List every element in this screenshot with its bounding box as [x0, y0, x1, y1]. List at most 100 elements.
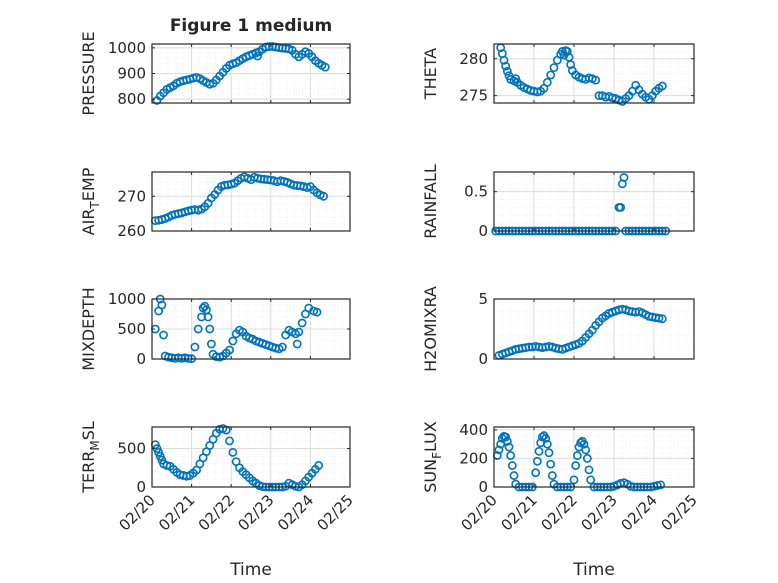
data-point	[582, 454, 592, 463]
data-point	[499, 55, 509, 65]
y-axis-label: SUNFLUX	[421, 421, 444, 493]
axes-box	[151, 426, 351, 488]
data-point	[509, 471, 519, 480]
series-theta	[496, 43, 667, 106]
data-point	[542, 439, 552, 449]
x-tick-label: 02/22	[538, 491, 581, 534]
data-point	[203, 312, 213, 322]
y-axis-label: AIRTEMP	[79, 167, 102, 235]
axes-box	[493, 298, 695, 360]
data-point	[541, 434, 551, 443]
plot-area	[494, 172, 694, 231]
axes-box	[151, 171, 351, 232]
y-axis-label: MIXDEPTH	[79, 287, 98, 370]
data-point	[569, 475, 579, 485]
y-tick-label: 0	[478, 222, 488, 240]
y-axis-label: H2OMIXRA	[421, 286, 440, 372]
subplot-air-temp: 260 270 AIRTEMP	[79, 167, 351, 240]
data-point	[501, 432, 511, 442]
y-tick-label: 0	[478, 478, 488, 496]
x-tick-label: 02/20	[116, 491, 159, 534]
data-point	[253, 51, 262, 61]
data-point	[320, 62, 330, 72]
y-axis-label: THETA	[421, 48, 440, 100]
series-air-temp	[150, 172, 328, 225]
data-point	[616, 202, 626, 212]
data-point	[494, 445, 504, 455]
y-tick-label: 500	[117, 320, 146, 338]
data-point	[502, 436, 512, 446]
y-tick-label: 1000	[108, 39, 146, 57]
data-point	[542, 77, 552, 87]
data-point	[193, 324, 203, 334]
data-point	[546, 70, 556, 80]
series-h2omixra	[494, 304, 667, 360]
subplot-h2omixra: 0 5 H2OMIXRA	[421, 286, 695, 372]
data-point	[544, 448, 554, 458]
x-tick-label: 02/21	[498, 491, 541, 534]
x-axis-label-right: Time	[572, 560, 615, 580]
data-point	[501, 61, 511, 71]
data-point	[292, 339, 302, 349]
data-point	[572, 451, 582, 460]
data-point	[619, 173, 629, 182]
figure-title: Figure 1 medium	[170, 16, 332, 36]
y-tick-label: 0.5	[464, 183, 488, 201]
data-point	[657, 314, 667, 324]
data-point	[549, 63, 559, 72]
x-tick-label: 02/23	[234, 491, 277, 534]
axes-box	[493, 171, 695, 232]
series-pressure	[152, 42, 330, 105]
data-point	[654, 313, 664, 323]
data-point	[579, 439, 589, 449]
y-tick-label: 275	[459, 87, 488, 105]
y-tick-label: 0	[478, 350, 488, 368]
data-point	[532, 456, 542, 466]
axes-box	[493, 43, 695, 104]
data-point	[502, 66, 512, 76]
data-point	[206, 339, 216, 349]
y-tick-label: 260	[117, 222, 146, 240]
data-point	[546, 459, 556, 469]
x-tick-label: 02/21	[155, 491, 198, 534]
data-point	[504, 442, 514, 452]
data-point	[225, 345, 234, 355]
data-point	[571, 461, 581, 470]
x-tick-label: 02/24	[618, 491, 661, 534]
y-tick-label: 0	[136, 350, 146, 368]
y-tick-label: 1000	[108, 290, 146, 308]
x-tick-label: 02/20	[458, 491, 501, 534]
data-point	[228, 336, 238, 346]
y-tick-label: 900	[117, 65, 146, 83]
axes-box	[493, 426, 695, 488]
data-point	[319, 191, 328, 201]
subplot-rainfall: 0 0.5 RAINFALL	[421, 164, 695, 240]
data-point	[205, 324, 215, 334]
data-point	[159, 330, 168, 340]
data-point	[581, 445, 591, 455]
data-point	[562, 46, 572, 56]
plot-area	[152, 172, 350, 231]
x-tick-label: 02/24	[274, 491, 317, 534]
data-point	[584, 465, 594, 475]
x-tick-label: 02/25	[314, 491, 357, 534]
subplot-mixdepth: 0 500 1000 MIXDEPTH	[79, 287, 351, 371]
y-tick-label: 5	[478, 290, 488, 308]
data-point	[228, 447, 238, 457]
y-tick-label: 400	[459, 421, 488, 439]
data-point	[531, 468, 541, 478]
y-tick-label: 200	[459, 449, 488, 467]
subplot-pressure: 800 900 1000 PRESSURE	[79, 31, 351, 116]
data-point	[277, 342, 287, 352]
data-point	[657, 81, 667, 91]
y-axis-label: RAINFALL	[421, 164, 440, 239]
y-tick-label: 800	[117, 90, 146, 108]
subplot-theta: 275 280 THETA	[421, 43, 695, 106]
y-tick-label: 270	[117, 187, 146, 205]
data-point	[297, 318, 307, 328]
y-axis-label: TERRMSL	[79, 421, 102, 494]
data-point	[586, 475, 596, 485]
data-point	[656, 480, 666, 490]
